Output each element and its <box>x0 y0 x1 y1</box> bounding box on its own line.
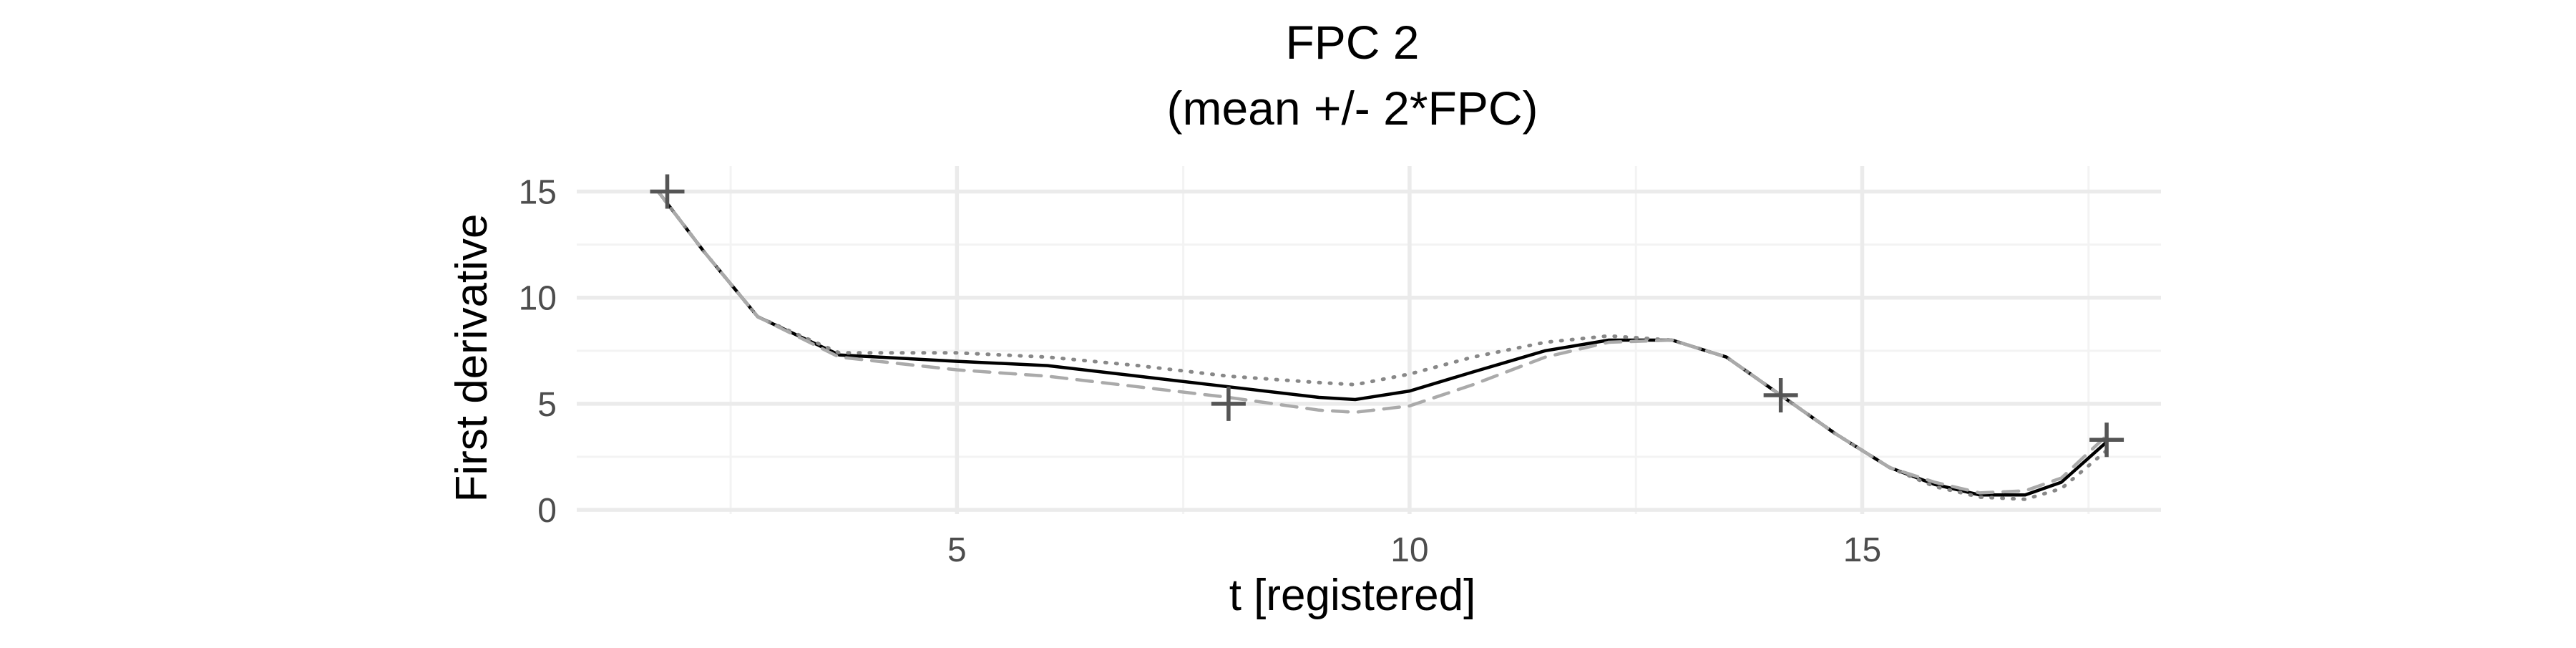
x-tick-label: 10 <box>1390 531 1428 569</box>
marker-layer <box>650 174 2124 458</box>
series-layer <box>656 190 2109 501</box>
series-line-dashed <box>656 190 2109 495</box>
grid-layer <box>577 166 2161 514</box>
y-tick-label: 0 <box>537 492 557 530</box>
plus-marker <box>1211 386 1246 421</box>
plus-marker <box>650 174 685 209</box>
y-axis-title: First derivative <box>447 213 497 502</box>
x-axis-title: t [registered] <box>1229 571 1476 620</box>
y-tick-label: 5 <box>537 386 557 424</box>
x-tick-label: 5 <box>947 531 967 569</box>
tick-labels: 5 10 15 0 5 10 15 <box>519 174 1882 569</box>
series-line-solid <box>656 190 2109 497</box>
x-tick-label: 15 <box>1843 531 1881 569</box>
y-tick-label: 15 <box>519 174 557 212</box>
y-tick-label: 10 <box>519 280 557 318</box>
chart-subtitle: (mean +/- 2*FPC) <box>1167 82 1538 135</box>
chart-title: FPC 2 <box>1285 16 1419 69</box>
plus-marker <box>1763 378 1798 413</box>
series-line-dotted <box>656 190 2109 501</box>
plus-marker <box>2089 422 2124 458</box>
